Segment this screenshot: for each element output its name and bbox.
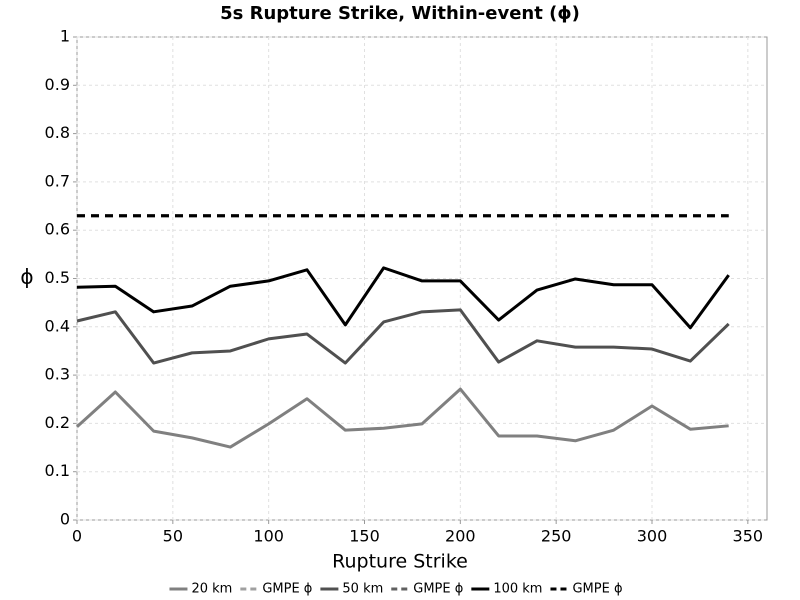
- y-tick-label: 0.5: [45, 268, 70, 287]
- legend-label: 20 km: [191, 582, 232, 597]
- series-line: [76, 266, 730, 330]
- y-tick-label: 0.8: [45, 123, 70, 142]
- y-tick-label: 0.9: [45, 75, 70, 94]
- x-tick-label: 350: [733, 527, 764, 546]
- legend-label: 100 km: [493, 582, 542, 597]
- y-tick-label: 0.4: [45, 316, 70, 335]
- y-tick-label: 0.3: [45, 365, 70, 384]
- x-tick-label: 100: [253, 527, 284, 546]
- y-tick-label: 1: [60, 27, 70, 46]
- legend-label: 50 km: [342, 582, 383, 597]
- x-tick-label: 250: [541, 527, 572, 546]
- series-line: [76, 308, 730, 365]
- x-tick-label: 150: [349, 527, 380, 546]
- y-tick-label: 0.2: [45, 413, 70, 432]
- legend-label: GMPE ϕ: [262, 582, 312, 597]
- x-tick-label: 50: [163, 527, 183, 546]
- chart-title: 5s Rupture Strike, Within-event (ϕ): [220, 3, 580, 24]
- legend-label: GMPE ϕ: [572, 582, 622, 597]
- y-tick-label: 0.7: [45, 171, 70, 190]
- y-tick-label: 0.6: [45, 220, 70, 239]
- x-axis-label: Rupture Strike: [332, 551, 468, 573]
- x-tick-label: 0: [72, 527, 82, 546]
- legend-label: GMPE ϕ: [413, 582, 463, 597]
- x-tick-label: 200: [445, 527, 476, 546]
- x-tick-label: 300: [637, 527, 668, 546]
- y-axis-label: ϕ: [20, 265, 33, 289]
- y-tick-label: 0.1: [45, 461, 70, 480]
- series-line: [75, 387, 729, 449]
- y-tick-label: 0: [60, 510, 70, 529]
